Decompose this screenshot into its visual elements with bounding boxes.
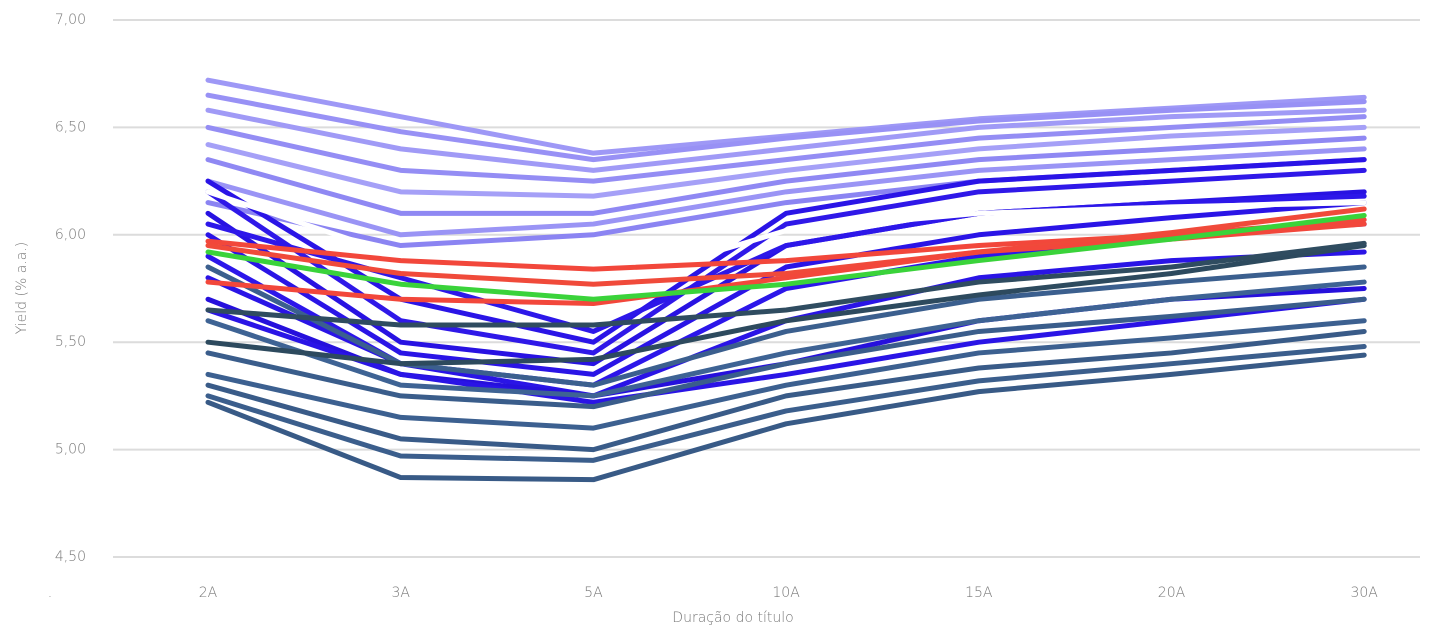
x-tick-label: 2A (199, 585, 218, 601)
y-tick-label: 6,00 (55, 227, 86, 243)
x-tick-label: 15A (965, 585, 993, 601)
x-tick-label: 10A (772, 585, 800, 601)
series-line (205, 279, 1367, 399)
x-tick-label: 3A (391, 585, 410, 601)
footnote: . (48, 585, 52, 601)
series-line (205, 167, 1367, 356)
series-line (205, 200, 1367, 377)
series-line (205, 189, 1367, 291)
series-line (205, 193, 1367, 334)
series-line (205, 124, 1367, 199)
series-line (205, 206, 1367, 287)
y-tick-label: 6,50 (55, 119, 86, 135)
series-line (205, 328, 1367, 453)
y-tick-label: 5,50 (55, 334, 86, 350)
series-line (205, 243, 1367, 367)
series-line (205, 240, 1367, 328)
x-tick-label: 5A (584, 585, 603, 601)
series-line (205, 343, 1367, 463)
series-line (205, 212, 1367, 302)
series-line (205, 296, 1367, 410)
series-line (205, 296, 1367, 405)
series-line (205, 146, 1367, 238)
series-line (205, 135, 1367, 216)
y-tick-label: 4,50 (55, 549, 86, 565)
y-tick-label: 7,00 (55, 12, 86, 28)
series-line (205, 107, 1367, 173)
x-tick-label: 20A (1158, 585, 1186, 601)
series-line (205, 352, 1367, 483)
x-tick-label: 30A (1350, 585, 1378, 601)
series-line (205, 92, 1367, 163)
series-line (205, 318, 1367, 431)
series-line (205, 114, 1367, 184)
x-axis-label: Duração do título (672, 610, 793, 626)
y-tick-label: 5,00 (55, 442, 86, 458)
y-axis-label: Yield (% a.a.) (14, 242, 30, 335)
